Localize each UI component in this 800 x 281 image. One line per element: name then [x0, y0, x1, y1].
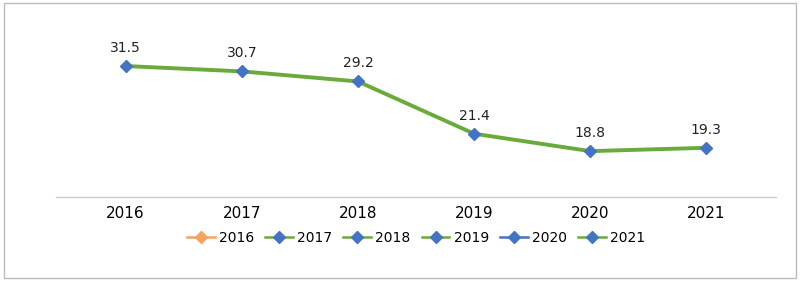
Text: 30.7: 30.7 [226, 46, 257, 60]
Text: 29.2: 29.2 [342, 56, 374, 70]
Text: 21.4: 21.4 [458, 108, 490, 123]
Text: 19.3: 19.3 [691, 123, 722, 137]
Legend: 2016, 2017, 2018, 2019, 2020, 2021: 2016, 2017, 2018, 2019, 2020, 2021 [182, 225, 650, 250]
Text: 18.8: 18.8 [574, 126, 606, 140]
Text: 31.5: 31.5 [110, 41, 141, 55]
